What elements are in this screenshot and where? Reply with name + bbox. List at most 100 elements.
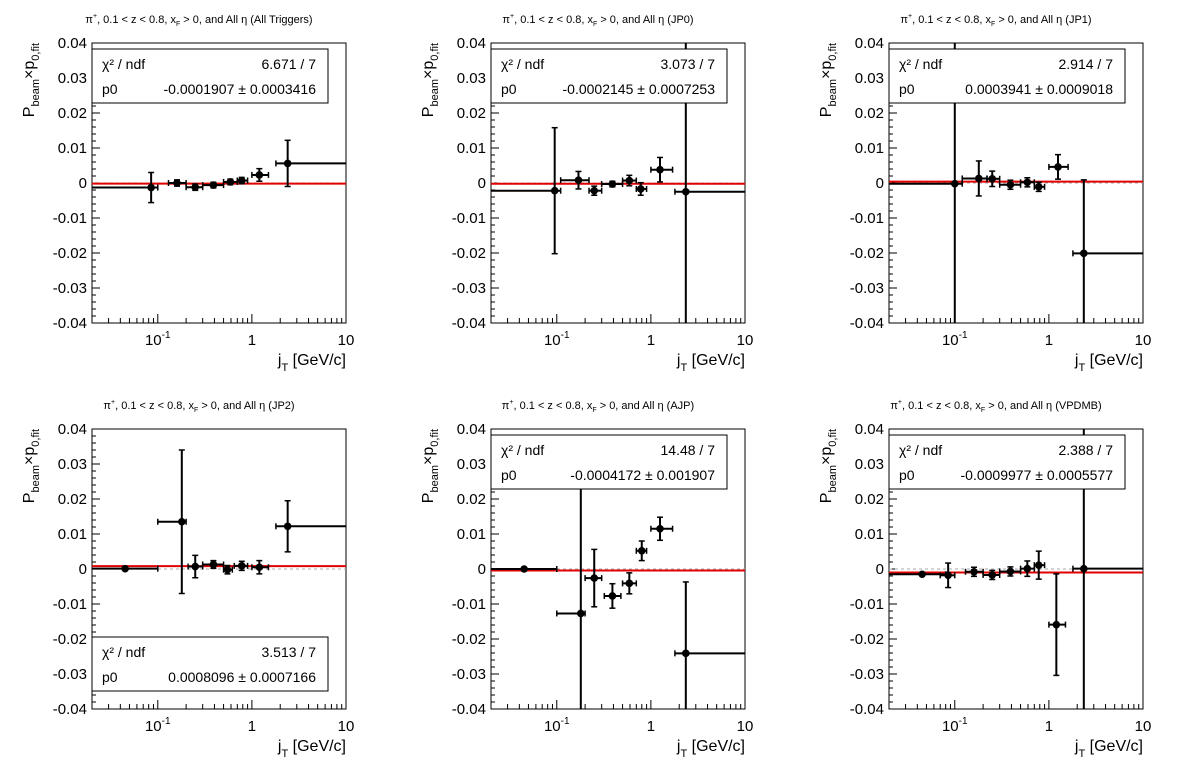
- y-tick-label: -0.03: [53, 280, 87, 297]
- y-tick-label: -0.02: [452, 245, 486, 262]
- chart-title: π+, 0.1 < z < 0.8, xF > 0, and All η (Al…: [85, 13, 312, 28]
- stats-box: χ² / ndf 3.073 / 7 p0 -0.0002145 ± 0.000725…: [490, 48, 728, 104]
- stats-chi2-label: χ² / ndf: [501, 56, 544, 72]
- data-point: [491, 565, 558, 573]
- data-marker: [608, 180, 617, 188]
- data-marker: [1080, 564, 1088, 573]
- x-tick-label: 10-1: [544, 716, 570, 735]
- data-marker: [970, 568, 978, 576]
- x-axis-title: jT [GeV/c]: [676, 738, 745, 760]
- data-marker: [988, 175, 997, 183]
- x-tick-label: 10: [1135, 332, 1152, 349]
- y-tick-label: -0.02: [850, 631, 884, 648]
- data-marker: [975, 174, 983, 183]
- data-marker: [223, 565, 232, 574]
- stats-p0-value: -0.0002145 ± 0.0007253: [563, 81, 716, 97]
- stats-chi2-label: χ² / ndf: [102, 56, 145, 72]
- data-point: [650, 516, 674, 542]
- y-tick-label: -0.03: [452, 280, 486, 297]
- y-tick-label: 0.04: [855, 421, 884, 438]
- data-point: [600, 180, 624, 188]
- data-marker: [1034, 561, 1043, 569]
- chart-title: π+, 0.1 < z < 0.8, xF > 0, and All η (VP…: [890, 399, 1101, 414]
- y-tick-label: -0.03: [452, 666, 486, 683]
- y-tick-label: -0.02: [850, 245, 884, 262]
- y-tick-label: -0.03: [53, 666, 87, 683]
- data-marker: [226, 178, 235, 186]
- x-axis-title: jT [GeV/c]: [277, 738, 346, 760]
- stats-box-frame: [490, 434, 728, 490]
- data-point: [92, 171, 159, 204]
- x-tick-label: 10-1: [145, 716, 171, 735]
- y-tick-label: -0.01: [53, 210, 87, 227]
- data-point: [584, 548, 603, 608]
- y-tick-label: 0.02: [58, 105, 87, 122]
- data-marker: [191, 562, 200, 571]
- x-tick-label: 10: [737, 332, 754, 349]
- data-marker: [121, 564, 129, 573]
- chart-title: π+, 0.1 < z < 0.8, xF > 0, and All η (JP…: [103, 399, 294, 414]
- stats-box-frame: [888, 48, 1126, 104]
- data-point: [157, 449, 187, 595]
- stats-p0-label: p0: [899, 81, 915, 97]
- data-marker: [550, 186, 559, 195]
- x-tick-label: 1: [647, 332, 655, 349]
- y-tick-label: -0.01: [850, 210, 884, 227]
- data-marker: [237, 176, 246, 185]
- data-point: [1072, 179, 1143, 323]
- data-point: [275, 500, 346, 553]
- stats-chi2-value: 14.48 / 7: [661, 442, 716, 458]
- y-tick-label: 0.02: [855, 105, 884, 122]
- y-tick-label: -0.03: [850, 666, 884, 683]
- y-axis-title: Pbeam×p0,fit: [420, 43, 441, 117]
- y-tick-label: 0: [876, 561, 884, 578]
- y-tick-label: -0.01: [850, 596, 884, 613]
- stats-box: χ² / ndf 2.914 / 7 p0 0.0003941 ± 0.0009018: [888, 48, 1126, 104]
- y-tick-label: 0: [478, 561, 486, 578]
- y-tick-label: -0.03: [850, 280, 884, 297]
- y-tick-label: 0.02: [457, 105, 486, 122]
- x-axis-title: jT [GeV/c]: [1074, 738, 1143, 760]
- data-point: [964, 566, 984, 578]
- data-point: [603, 582, 622, 609]
- data-point: [635, 181, 648, 196]
- y-tick-label: 0.01: [58, 526, 87, 543]
- data-marker: [1006, 567, 1015, 576]
- data-marker: [682, 649, 690, 658]
- y-tick-label: 0.04: [855, 35, 884, 52]
- data-marker: [1034, 183, 1043, 191]
- y-tick-label: 0.01: [457, 526, 486, 543]
- chart-title: π+, 0.1 < z < 0.8, xF > 0, and All η (JP…: [502, 13, 693, 28]
- y-tick-label: 0.02: [457, 491, 486, 508]
- data-marker: [173, 179, 181, 187]
- y-tick-label: -0.04: [53, 701, 87, 718]
- data-marker: [255, 171, 264, 179]
- stats-p0-label: p0: [102, 81, 118, 97]
- x-tick-label: 10: [338, 718, 355, 735]
- y-tick-label: 0: [79, 561, 87, 578]
- data-point: [998, 566, 1022, 577]
- x-tick-label: 10-1: [942, 330, 968, 349]
- data-point: [1019, 177, 1036, 188]
- data-marker: [1023, 178, 1032, 187]
- data-marker: [209, 181, 218, 189]
- stats-p0-value: -0.0004172 ± 0.001907: [570, 467, 715, 483]
- y-tick-label: 0.01: [855, 140, 884, 157]
- x-tick-label: 10-1: [942, 716, 968, 735]
- y-tick-label: 0.04: [457, 35, 486, 52]
- y-tick-label: 0: [478, 175, 486, 192]
- data-marker: [237, 562, 246, 570]
- data-point: [559, 170, 590, 190]
- stats-box: χ² / ndf 14.48 / 7 p0 -0.0004172 ± 0.001907: [490, 434, 728, 490]
- x-axis-title: jT [GeV/c]: [277, 352, 346, 374]
- y-axis-title: Pbeam×p0,fit: [21, 429, 42, 503]
- data-point: [201, 181, 225, 189]
- x-tick-label: 1: [248, 332, 256, 349]
- data-marker: [590, 186, 599, 195]
- stats-box: χ² / ndf 3.513 / 7 p0 0.0008096 ± 0.0007166: [91, 636, 329, 692]
- data-marker: [636, 185, 645, 193]
- chart-canvas: π+, 0.1 < z < 0.8, xF > 0, and All η (JP…: [818, 13, 1152, 374]
- data-point: [251, 167, 270, 182]
- y-tick-label: 0: [79, 175, 87, 192]
- data-point: [236, 176, 249, 185]
